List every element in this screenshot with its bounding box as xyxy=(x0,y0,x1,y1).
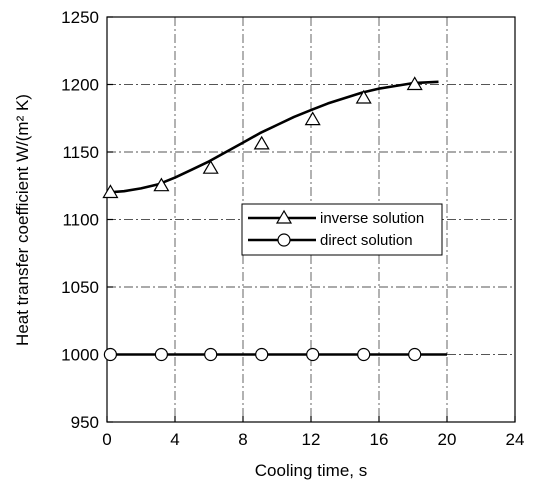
data-point-direct xyxy=(306,347,320,362)
data-point-direct xyxy=(204,347,218,362)
legend-marker-direct xyxy=(277,233,291,247)
data-point-inverse xyxy=(355,89,372,104)
series-line-inverse xyxy=(106,80,439,194)
data-point-direct xyxy=(255,347,269,362)
y-tick-label: 1200 xyxy=(61,76,99,95)
y-tick-label: 1250 xyxy=(61,8,99,27)
data-point-direct xyxy=(103,347,118,362)
axis-ticks: 0 4 8 12 16 20 24 950 1000 1050 1100 1150 1200 1250 xyxy=(61,8,524,449)
x-tick-label: 4 xyxy=(170,430,179,449)
y-tick-label: 1000 xyxy=(61,346,99,365)
x-tick-label: 8 xyxy=(238,430,247,449)
x-tick-label: 0 xyxy=(102,430,111,449)
data-point-direct xyxy=(154,347,168,362)
x-tick-label: 20 xyxy=(438,430,457,449)
data-point-inverse xyxy=(304,111,321,126)
data-point-inverse xyxy=(102,184,119,199)
y-axis-label: Heat transfer coefficient W/(m² K) xyxy=(13,94,32,346)
x-tick-label: 24 xyxy=(506,430,525,449)
y-tick-label: 950 xyxy=(71,413,99,432)
y-tick-label: 1150 xyxy=(62,143,99,162)
legend: inverse solution direct solution xyxy=(241,203,443,256)
x-axis-label: Cooling time, s xyxy=(255,461,367,480)
series-layer xyxy=(102,76,447,362)
x-tick-label: 12 xyxy=(302,430,321,449)
data-point-inverse xyxy=(202,160,219,174)
data-point-direct xyxy=(357,347,371,362)
legend-label-direct: direct solution xyxy=(320,232,413,249)
data-point-inverse xyxy=(153,177,170,192)
legend-marker-inverse xyxy=(275,209,293,224)
y-tick-label: 1100 xyxy=(62,211,99,230)
x-tick-label: 16 xyxy=(370,430,389,449)
data-point-direct xyxy=(408,347,422,362)
data-point-inverse xyxy=(406,76,423,91)
data-point-inverse xyxy=(253,135,270,150)
y-tick-label: 1050 xyxy=(61,278,99,297)
legend-box xyxy=(241,203,443,256)
legend-label-inverse: inverse solution xyxy=(320,210,424,227)
